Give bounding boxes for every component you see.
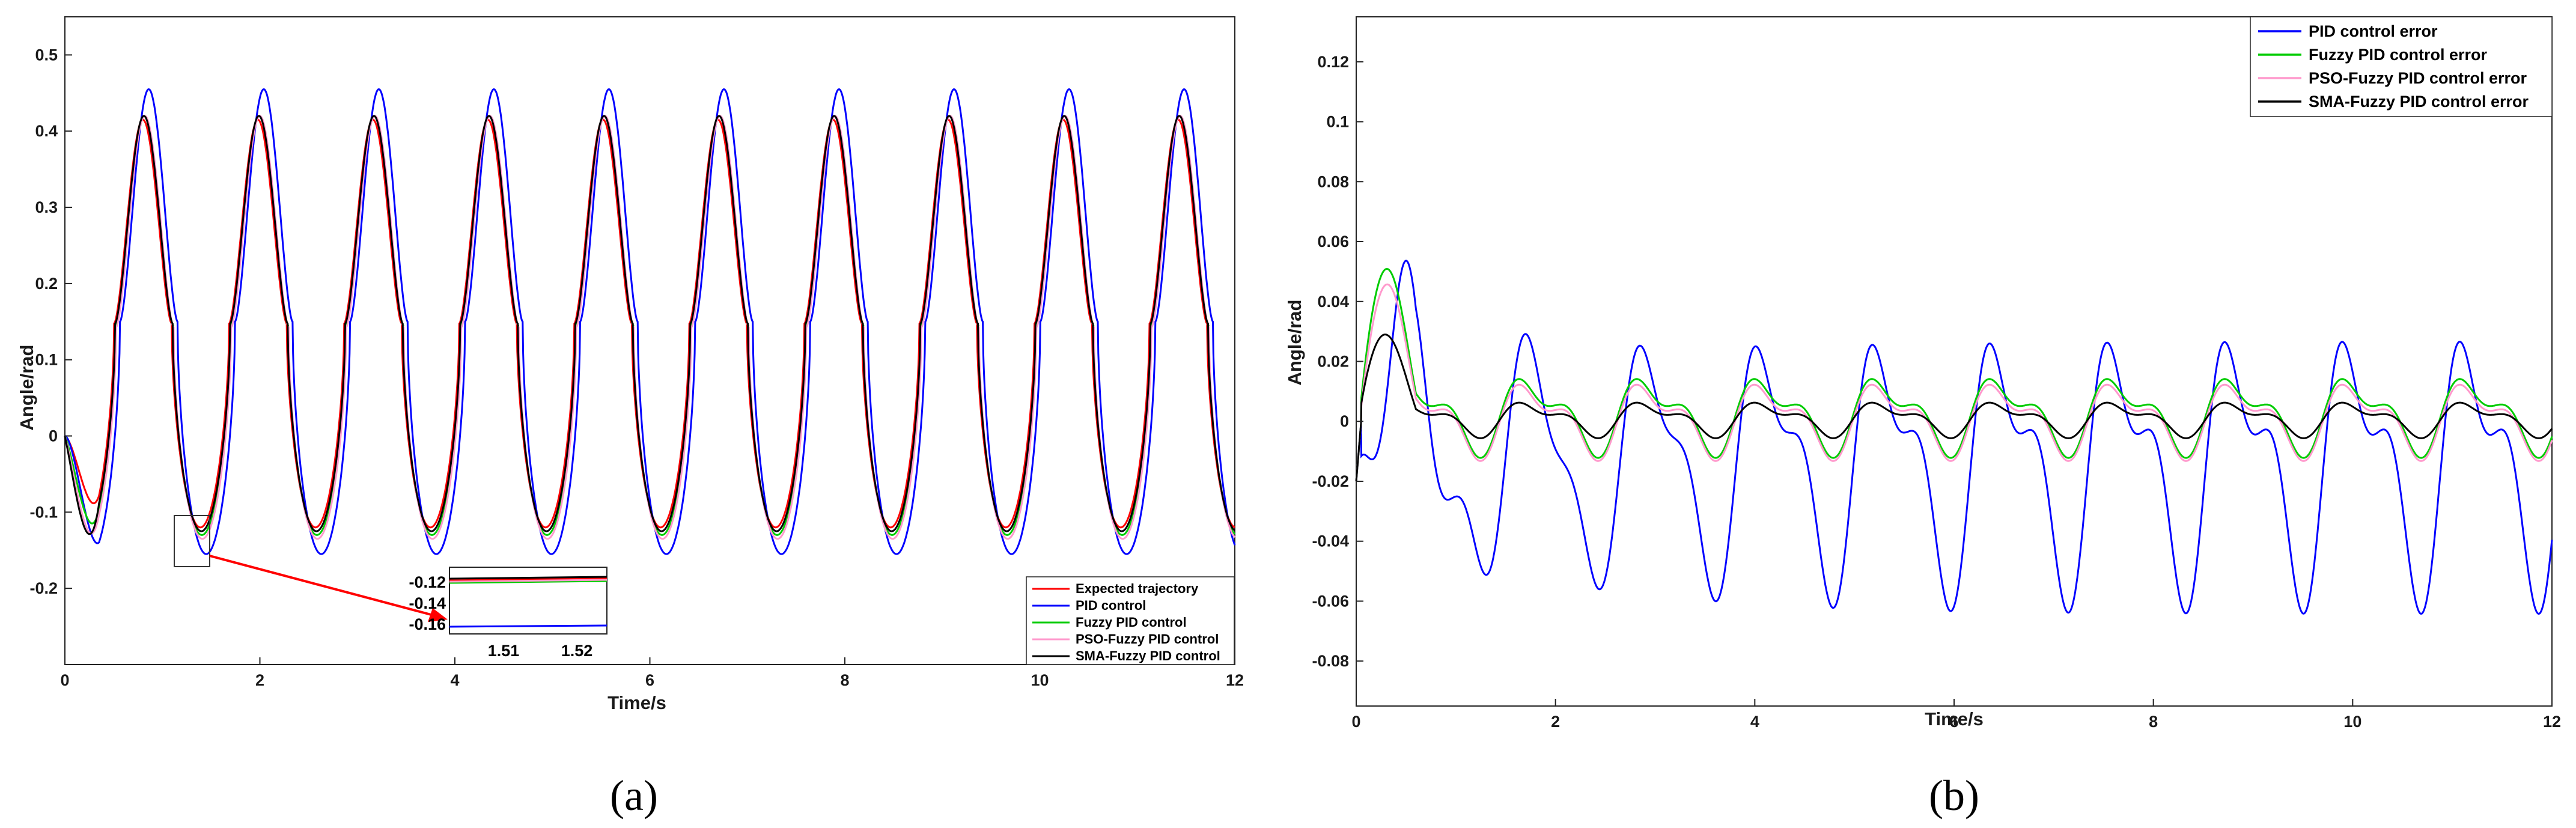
chart-a-ytick-label: 0 xyxy=(49,427,58,445)
legend-a-label-2: Fuzzy PID control xyxy=(1076,615,1187,630)
inset-line-expected xyxy=(449,577,607,582)
inset-xtick-1: 1.51 xyxy=(488,642,520,660)
chart-a-xtick-label: 2 xyxy=(255,671,264,689)
chart-a: 0 2 4 6 8 10 12 -0.2 -0.1 0 0.1 0.2 0.3 0.4 0.5 Time/s… xyxy=(16,16,1244,820)
chart-a-ticks: 0 2 4 6 8 10 12 -0.2 -0.1 0 0.1 0.2 0.3 0.4 0.5 xyxy=(29,46,1244,689)
legend-b-label-2: PSO-Fuzzy PID control error xyxy=(2309,69,2527,87)
chart-b-ytick-label: 0.1 xyxy=(1326,113,1349,131)
chart-a-series-group xyxy=(64,88,1236,555)
legend-a-label-3: PSO-Fuzzy PID control xyxy=(1076,632,1219,647)
legend-a-label-1: PID control xyxy=(1076,598,1146,613)
chart-b-ytick-label: 0.06 xyxy=(1317,233,1349,251)
chart-b-ytick-label: 0.12 xyxy=(1317,53,1349,71)
error-line-1 xyxy=(1355,268,2553,482)
chart-b-legend-box xyxy=(2250,16,2553,117)
inset-ytick-1: -0.12 xyxy=(409,573,446,591)
panel-label-a: (a) xyxy=(610,772,658,820)
chart-b: 0 2 4 6 8 10 12 -0.08 -0.06 -0.04 -0.02 0 0.02 0.04 0.… xyxy=(1284,16,2561,820)
error-line-3 xyxy=(1355,333,2553,482)
chart-b-ylabel: Angle/rad xyxy=(1284,300,1305,386)
zoom-inset: -0.12 -0.14 -0.16 1.51 1.52 xyxy=(409,567,607,660)
chart-b-ytick-label: 0.08 xyxy=(1317,172,1349,190)
legend-b-label-1: Fuzzy PID control error xyxy=(2309,46,2488,64)
chart-a-ytick-label: 0.2 xyxy=(35,275,58,293)
chart-b-xtick-label: 2 xyxy=(1551,713,1560,731)
chart-b-legend: PID control error Fuzzy PID control erro… xyxy=(2250,16,2553,117)
chart-b-xtick-label: 6 xyxy=(1949,713,1958,731)
chart-b-ytick-label: -0.02 xyxy=(1312,472,1349,490)
chart-b-xtick-label: 10 xyxy=(2343,713,2361,731)
inset-ytick-2: -0.14 xyxy=(409,594,446,612)
legend-a-label-4: SMA-Fuzzy PID control xyxy=(1076,648,1220,663)
error-line-2 xyxy=(1355,283,2553,482)
inset-line-fuzzy xyxy=(449,580,607,584)
zoom-arrow xyxy=(209,555,436,617)
chart-a-ytick-label: -0.2 xyxy=(29,579,58,597)
zoom-source-box xyxy=(174,515,210,567)
chart-b-ytick-label: 0.04 xyxy=(1317,293,1349,311)
chart-a-xtick-label: 10 xyxy=(1031,671,1049,689)
chart-a-legend-box xyxy=(1026,576,1235,665)
chart-b-xtick-label: 12 xyxy=(2543,713,2561,731)
chart-b-ytick-label: -0.08 xyxy=(1312,652,1349,670)
chart-a-xtick-label: 0 xyxy=(60,671,69,689)
chart-a-plot-area xyxy=(64,16,1235,665)
legend-b-label-0: PID control error xyxy=(2309,22,2438,40)
chart-a-ytick-label: -0.1 xyxy=(29,503,58,521)
chart-b-xtick-label: 4 xyxy=(1750,713,1759,731)
chart-a-ytick-label: 0.4 xyxy=(35,122,58,140)
chart-b-ytick-label: 0.02 xyxy=(1317,353,1349,371)
chart-a-xlabel: Time/s xyxy=(607,692,666,713)
chart-b-ytick-label: 0 xyxy=(1340,412,1349,430)
inset-xtick-2: 1.52 xyxy=(561,642,593,660)
panel-label-b: (b) xyxy=(1929,772,1979,820)
chart-b-series-group xyxy=(1355,260,2553,615)
series-line-4 xyxy=(64,115,1235,535)
error-line-0 xyxy=(1355,260,2553,615)
inset-line-pso xyxy=(449,579,607,583)
inset-line-sma xyxy=(449,576,607,580)
chart-b-xtick-label: 0 xyxy=(1351,713,1360,731)
zoom-arrow-head xyxy=(428,608,448,622)
inset-line-pid xyxy=(449,624,607,628)
chart-b-xlabel: Time/s xyxy=(1925,708,1984,729)
chart-b-ytick-label: -0.04 xyxy=(1312,532,1349,550)
chart-a-xtick-label: 8 xyxy=(840,671,849,689)
chart-b-ytick-label: -0.06 xyxy=(1312,592,1349,610)
chart-a-xtick-label: 12 xyxy=(1226,671,1244,689)
chart-b-ticks: 0 2 4 6 8 10 12 -0.08 -0.06 -0.04 -0.02 0 0.02 0.04 0.… xyxy=(1312,53,2561,731)
inset-ytick-3: -0.16 xyxy=(409,615,446,633)
chart-b-xtick-label: 8 xyxy=(2149,713,2158,731)
chart-a-ytick-label: 0.5 xyxy=(35,46,58,64)
chart-a-legend: Expected trajectory PID control Fuzzy PI… xyxy=(1026,576,1235,665)
series-line-1 xyxy=(64,88,1236,555)
legend-b-label-3: SMA-Fuzzy PID control error xyxy=(2309,93,2529,111)
chart-a-xtick-label: 4 xyxy=(450,671,459,689)
legend-a-label-0: Expected trajectory xyxy=(1076,581,1199,596)
chart-a-ylabel: Angle/rad xyxy=(16,345,37,431)
chart-a-ytick-label: 0.1 xyxy=(35,351,58,369)
chart-b-plot-area xyxy=(1356,16,2553,707)
chart-a-xtick-label: 6 xyxy=(645,671,654,689)
chart-a-ytick-label: 0.3 xyxy=(35,198,58,216)
